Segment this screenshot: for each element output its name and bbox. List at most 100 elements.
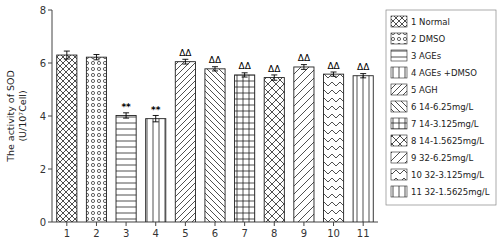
annotation: ΔΔ <box>327 61 340 71</box>
legend-label: 1 Normal <box>411 17 450 27</box>
error-bar-cap <box>93 54 99 55</box>
annotation: ** <box>121 102 131 112</box>
x-tick-label: 5 <box>182 228 188 239</box>
error-bar <box>64 51 70 59</box>
bars <box>57 51 374 222</box>
chart: 0 2 4 6 8 The activity of SOD(U/10⁷Cell) 1 2 3 4 5… <box>0 0 500 248</box>
annotation: ΔΔ <box>357 62 370 72</box>
error-bar-cap <box>360 77 366 78</box>
legend-label: 10 32-3.125mg/L <box>411 170 484 180</box>
error-bar <box>123 113 129 118</box>
y-axis-label-line: (U/10⁷Cell) <box>17 90 28 141</box>
legend-swatch <box>391 169 407 180</box>
y-tick <box>48 222 52 223</box>
x-tick <box>155 222 156 226</box>
x-tick-label: 4 <box>153 228 159 239</box>
legend-label: 4 AGEs +DMSO <box>411 68 477 78</box>
error-bar-stem <box>66 51 67 59</box>
y-axis-label-line: The activity of SOD <box>5 70 16 163</box>
error-bar-cap <box>182 64 188 65</box>
y-axis-label: The activity of SOD(U/10⁷Cell) <box>5 70 28 163</box>
error-bar <box>301 65 307 70</box>
x-tick <box>363 222 364 226</box>
error-bar-stem <box>333 72 334 76</box>
annotation: ΔΔ <box>268 64 281 74</box>
x-tick-label: 2 <box>93 228 99 239</box>
x-tick-label: 7 <box>241 228 247 239</box>
x-tick <box>244 222 245 226</box>
x-axis: 1234567891011 <box>52 222 378 239</box>
error-bar-cap <box>242 77 248 78</box>
error-bar-stem <box>215 67 216 71</box>
bar <box>57 55 77 222</box>
y-axis: 0 2 4 6 8 <box>40 5 52 228</box>
bar <box>323 74 343 222</box>
y-tick <box>48 169 52 170</box>
error-bar <box>182 59 188 64</box>
error-bar <box>153 115 159 121</box>
y-tick-label: 0 <box>40 217 46 228</box>
legend-swatch <box>391 50 407 61</box>
bar <box>146 119 166 222</box>
legend-frame <box>386 10 496 205</box>
legend-swatch <box>391 101 407 112</box>
error-bar <box>242 73 248 77</box>
error-bar-stem <box>303 65 304 70</box>
error-bar <box>331 72 337 76</box>
error-bar-cap <box>301 69 307 70</box>
legend-swatch <box>391 84 407 95</box>
legend-swatch <box>391 67 407 78</box>
y-tick-label: 2 <box>40 164 46 175</box>
bar <box>353 76 373 222</box>
error-bar-stem <box>155 115 156 121</box>
x-tick-label: 1 <box>64 228 70 239</box>
error-bar <box>271 75 277 80</box>
error-bar <box>93 55 99 60</box>
error-bar-cap <box>242 72 248 73</box>
legend-swatch <box>391 16 407 27</box>
y-tick-label: 8 <box>40 5 46 16</box>
error-bar <box>212 67 218 71</box>
error-bar-cap <box>271 80 277 81</box>
error-bar-stem <box>96 55 97 60</box>
x-tick <box>66 222 67 226</box>
x-tick <box>274 222 275 226</box>
legend: 1 Normal2 DMSO3 AGEs4 AGEs +DMSO5 AGH6 1… <box>386 10 496 205</box>
bar <box>116 115 136 222</box>
x-tick <box>185 222 186 226</box>
legend-swatch <box>391 118 407 129</box>
legend-swatch <box>391 135 407 146</box>
legend-label: 5 AGH <box>411 85 438 95</box>
error-bar-stem <box>244 73 245 77</box>
legend-label: 7 14-3.125mg/L <box>411 119 479 129</box>
error-bar-stem <box>185 59 186 64</box>
bar <box>235 75 255 222</box>
error-bar-cap <box>153 121 159 122</box>
error-bar <box>360 74 366 78</box>
y-tick <box>48 10 52 11</box>
legend-label: 8 14-1.5625mg/L <box>411 136 484 146</box>
chart-container: 0 2 4 6 8 The activity of SOD(U/10⁷Cell) 1 2 3 4 5… <box>0 0 500 248</box>
bar <box>205 69 225 222</box>
legend-swatch <box>391 33 407 44</box>
error-bar-cap <box>331 72 337 73</box>
error-bar-cap <box>64 51 70 52</box>
x-tick <box>126 222 127 226</box>
error-bar-cap <box>123 112 129 113</box>
x-tick-label: 9 <box>301 228 307 239</box>
legend-label: 9 32-6.25mg/L <box>411 153 473 163</box>
bar <box>86 57 106 222</box>
annotation: ΔΔ <box>209 55 222 65</box>
bar <box>175 62 195 222</box>
bar <box>294 67 314 222</box>
annotation: ΔΔ <box>238 61 251 71</box>
error-bar-cap <box>360 73 366 74</box>
y-tick-label: 6 <box>40 58 46 69</box>
x-tick-label: 6 <box>212 228 218 239</box>
bar <box>264 78 284 222</box>
y-tick-label: 4 <box>40 111 46 122</box>
x-tick-label: 3 <box>123 228 129 239</box>
legend-label: 2 DMSO <box>411 34 445 44</box>
y-tick <box>48 63 52 64</box>
error-bar-cap <box>93 59 99 60</box>
